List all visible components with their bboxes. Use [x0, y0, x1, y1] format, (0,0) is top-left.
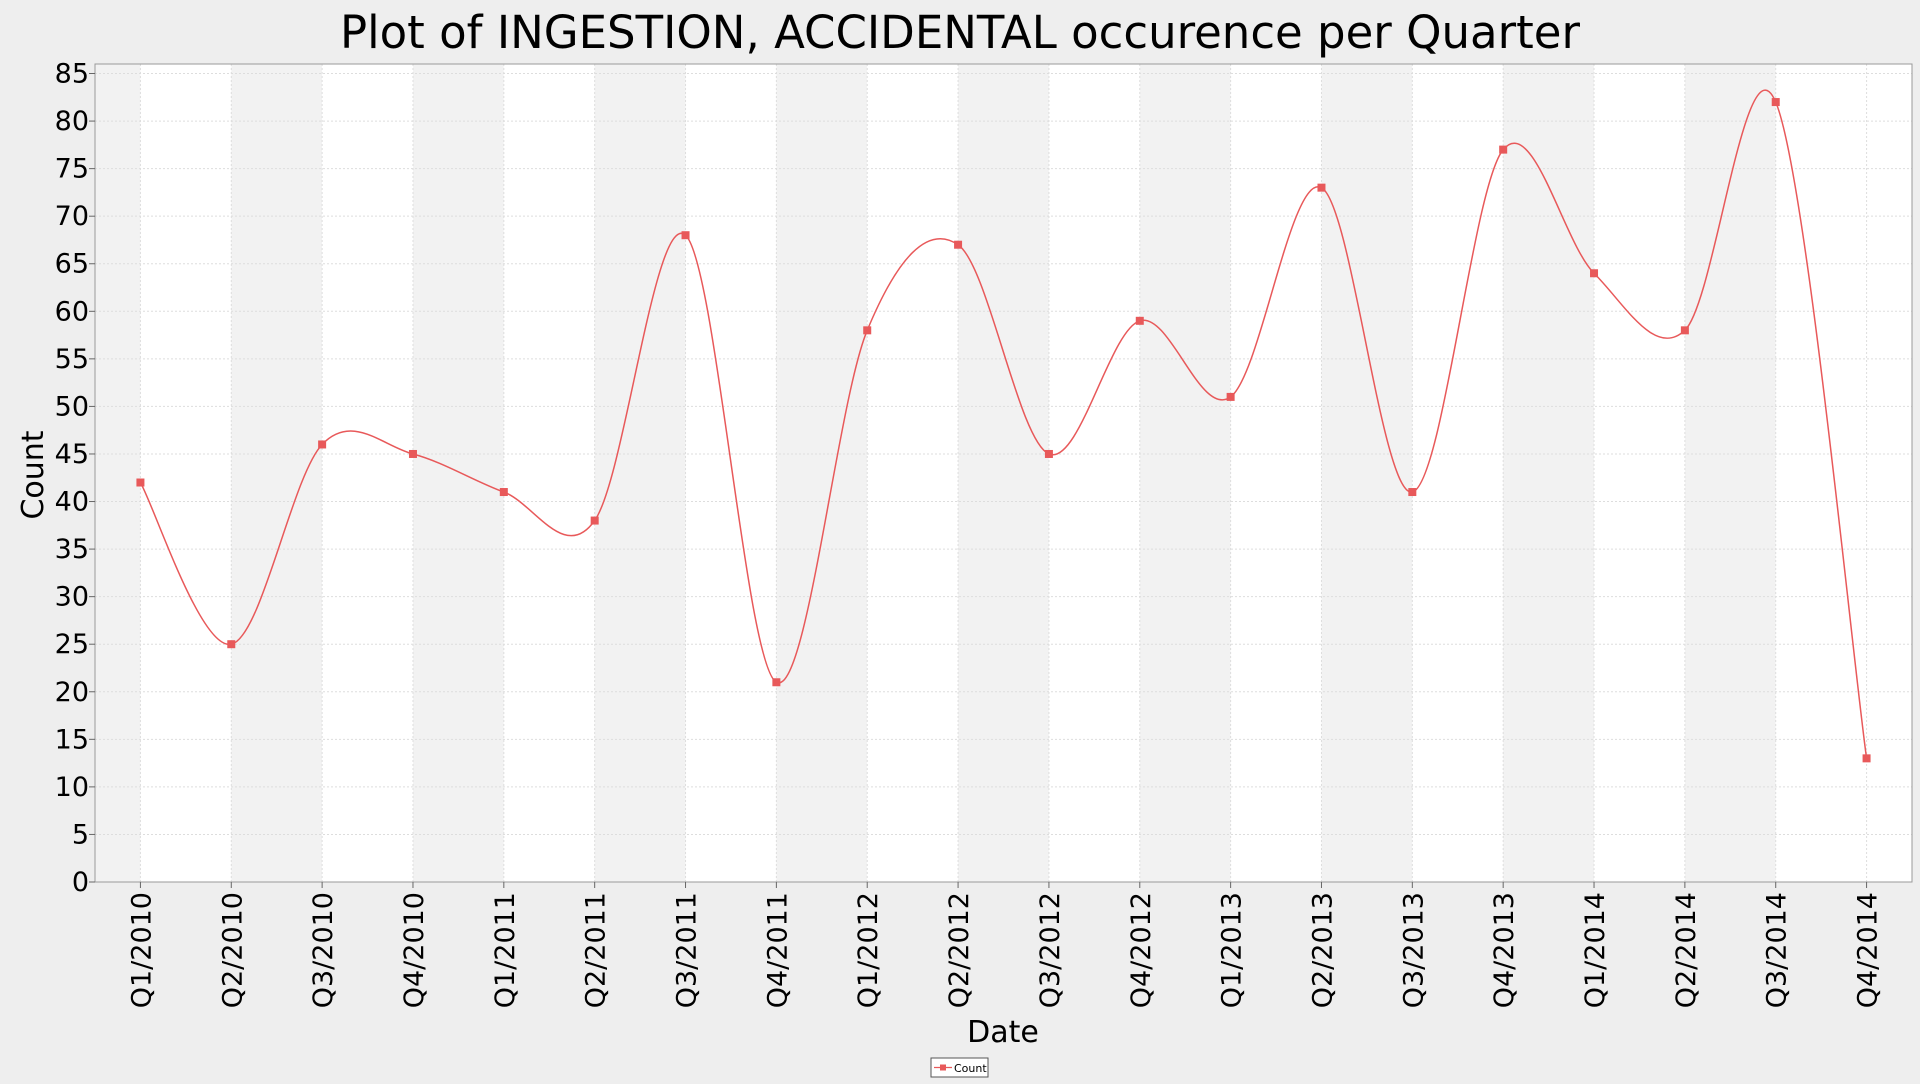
x-tick-label: Q1/2011 — [490, 892, 521, 1008]
data-point — [1499, 145, 1508, 154]
x-tick-label: Q2/2013 — [1307, 892, 1338, 1008]
x-axis: Q1/2010 Q2/2010 Q3/2010 Q4/2010 Q1/2011 Q2/20… — [126, 882, 1884, 1008]
y-axis-label: Count — [16, 430, 51, 519]
y-tick-label: 45 — [55, 439, 89, 470]
y-tick-label: 40 — [55, 487, 89, 518]
x-tick-label: Q2/2012 — [944, 892, 975, 1008]
data-point — [1408, 488, 1417, 497]
x-tick-label: Q4/2014 — [1853, 892, 1884, 1008]
y-tick-label: 20 — [55, 677, 89, 708]
data-point — [1771, 98, 1780, 107]
data-point — [590, 516, 599, 525]
plot-band — [1684, 64, 1776, 882]
x-axis-label: Date — [967, 1015, 1039, 1050]
y-tick-label: 0 — [72, 867, 89, 898]
x-tick-label: Q1/2013 — [1217, 892, 1248, 1008]
data-point — [863, 326, 872, 335]
x-tick-label: Q4/2010 — [399, 892, 430, 1008]
data-point — [408, 449, 417, 458]
y-tick-label: 85 — [55, 59, 89, 90]
plot-band — [503, 64, 595, 882]
data-point — [772, 678, 781, 687]
y-tick-label: 25 — [55, 629, 89, 660]
x-tick-label: Q2/2011 — [581, 892, 612, 1008]
x-tick-label: Q3/2010 — [308, 892, 339, 1008]
x-tick-label: Q3/2014 — [1762, 892, 1793, 1008]
data-point — [1862, 754, 1871, 763]
x-tick-label: Q1/2012 — [853, 892, 884, 1008]
y-tick-label: 15 — [55, 724, 89, 755]
y-tick-label: 30 — [55, 582, 89, 613]
y-tick-label: 80 — [55, 106, 89, 137]
data-point — [1044, 449, 1053, 458]
plot-band — [1594, 64, 1685, 882]
legend: Count — [930, 1057, 989, 1078]
plot-band — [685, 64, 777, 882]
data-point — [1135, 316, 1144, 325]
data-point — [1226, 392, 1235, 401]
plot-band — [1048, 64, 1140, 882]
data-point — [227, 640, 236, 649]
legend-box — [930, 1057, 989, 1078]
x-tick-label: Q1/2010 — [126, 892, 157, 1008]
x-tick-label: Q3/2012 — [1035, 892, 1066, 1008]
chart-title: Plot of INGESTION, ACCIDENTAL occurence … — [340, 6, 1580, 59]
y-tick-label: 5 — [72, 819, 89, 850]
plot-band — [140, 64, 232, 882]
legend-marker — [940, 1064, 946, 1071]
y-tick-label: 75 — [55, 154, 89, 185]
plot-band — [95, 64, 141, 882]
data-point — [681, 231, 690, 240]
plot-band — [1412, 64, 1504, 882]
plot-band — [1230, 64, 1322, 882]
plot-band — [958, 64, 1049, 882]
plot-band — [1139, 64, 1231, 882]
data-point — [136, 478, 145, 487]
plot-band — [776, 64, 868, 882]
y-tick-label: 10 — [55, 772, 89, 803]
y-tick-label: 50 — [55, 391, 89, 422]
data-point — [318, 440, 327, 449]
data-point — [1317, 183, 1326, 192]
data-point — [499, 488, 508, 497]
plot-band — [867, 64, 959, 882]
plot-band — [322, 64, 413, 882]
x-tick-label: Q1/2014 — [1580, 892, 1611, 1008]
x-tick-label: Q3/2013 — [1398, 892, 1429, 1008]
data-point — [954, 240, 963, 249]
x-tick-label: Q4/2012 — [1126, 892, 1157, 1008]
data-point — [1680, 326, 1689, 335]
plot-band — [1775, 64, 1912, 882]
y-tick-label: 35 — [55, 534, 89, 565]
plot-band — [594, 64, 686, 882]
plot-band — [1503, 64, 1595, 882]
plot-area — [94, 63, 1913, 883]
x-tick-label: Q3/2011 — [672, 892, 703, 1008]
data-point — [1590, 269, 1599, 278]
legend-label: Count — [954, 1062, 987, 1075]
y-axis: 0 5 10 15 20 25 30 35 40 45 50 55 60 65 70 75 80 85 — [55, 59, 95, 898]
plot-band — [412, 64, 504, 882]
y-tick-label: 65 — [55, 249, 89, 280]
plot-bands — [95, 64, 1912, 882]
x-tick-label: Q2/2014 — [1671, 892, 1702, 1008]
y-tick-label: 70 — [55, 201, 89, 232]
x-tick-label: Q4/2011 — [762, 892, 793, 1008]
series-points — [136, 98, 1871, 763]
x-tick-label: Q4/2013 — [1489, 892, 1520, 1008]
plot-band — [1321, 64, 1413, 882]
plot-band — [231, 64, 323, 882]
y-tick-label: 60 — [55, 296, 89, 327]
y-tick-label: 55 — [55, 344, 89, 375]
x-tick-label: Q2/2010 — [217, 892, 248, 1008]
gridlines — [95, 64, 1912, 883]
